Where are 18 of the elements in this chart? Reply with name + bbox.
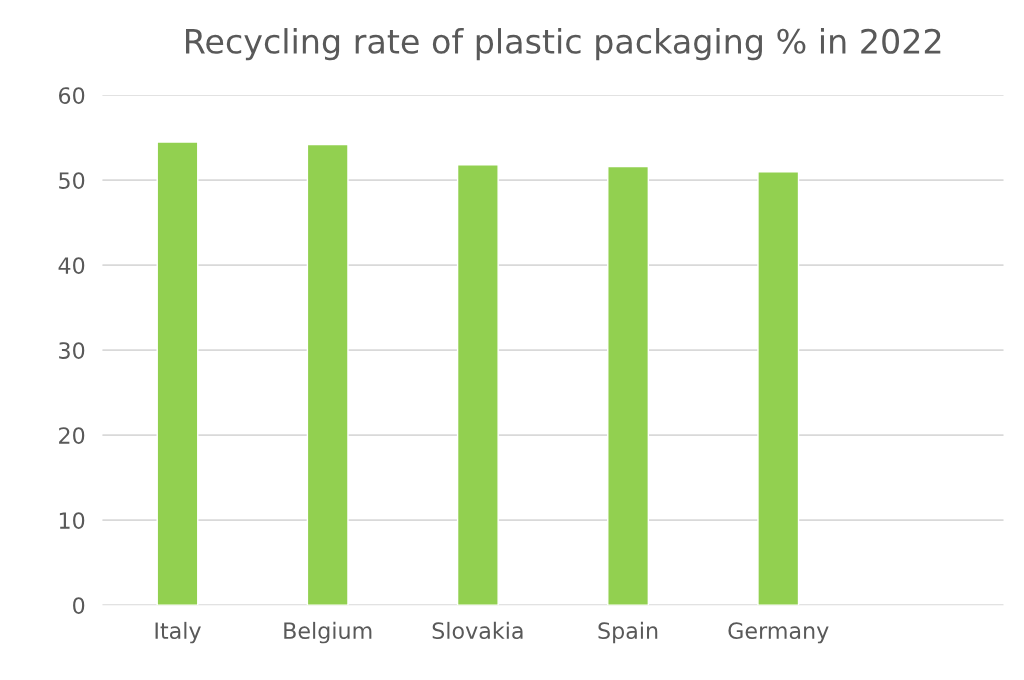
y-tick-label: 0 (73, 597, 85, 614)
y-tick-label: 40 (58, 257, 85, 274)
x-tick-label: Germany (728, 622, 829, 644)
x-tick-label: Italy (155, 621, 201, 644)
bar (456, 164, 499, 606)
y-tick-label: 20 (59, 427, 85, 444)
x-tick-label: Slovakia (432, 621, 523, 640)
y-tick-label: 50 (59, 172, 85, 189)
x-tick-label: Belgium (284, 621, 372, 644)
bar (607, 165, 650, 606)
bar (306, 143, 349, 606)
chart-title: Recycling rate of plastic packaging % in 2022 (186, 28, 941, 61)
y-tick-label: 60 (59, 87, 85, 104)
x-tick-label: Spain (598, 621, 658, 644)
y-tick-label: 30 (59, 342, 85, 359)
bar (156, 141, 199, 606)
y-tick-label: 10 (59, 512, 85, 529)
bar (757, 171, 800, 606)
